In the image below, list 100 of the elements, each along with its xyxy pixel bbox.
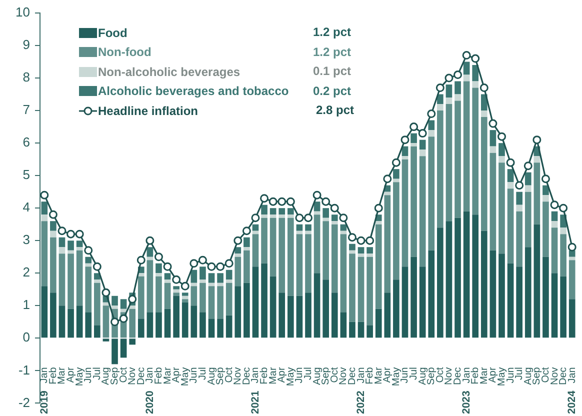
bar <box>305 234 312 293</box>
bar <box>366 256 373 326</box>
bar <box>516 266 522 338</box>
x-tick-label: Jul <box>92 367 103 380</box>
bar <box>217 282 224 286</box>
x-tick-label: Mar <box>268 366 279 384</box>
bar <box>463 62 470 75</box>
bar <box>437 228 444 338</box>
bar <box>322 280 330 338</box>
bar <box>551 228 558 274</box>
bar <box>112 338 118 364</box>
annotation: 1.2 pct <box>313 44 352 60</box>
bar <box>217 286 224 319</box>
bar <box>68 240 74 250</box>
bar <box>358 256 364 322</box>
bar <box>516 192 522 205</box>
y-tick-label: 8 <box>22 70 30 85</box>
y-tick-label: 7 <box>22 102 30 118</box>
bar <box>542 195 549 202</box>
bar <box>234 256 242 286</box>
legend-label: Non-alcoholic beverages <box>98 64 240 79</box>
x-tick-label: Aug <box>206 367 218 385</box>
bar <box>305 230 312 234</box>
bar <box>498 254 505 338</box>
bar <box>102 338 110 342</box>
x-tick-label: Dec <box>241 367 252 385</box>
bar <box>58 306 66 338</box>
bar <box>358 254 364 257</box>
bar <box>200 266 206 280</box>
bar <box>322 208 330 218</box>
x-tick-label: Oct <box>540 366 552 383</box>
x-tick-label: Sep <box>532 366 543 385</box>
bar <box>305 224 312 231</box>
x-tick-label: Apr <box>382 366 394 383</box>
bar <box>287 218 294 296</box>
x-tick-label: Apr <box>66 366 77 383</box>
x-tick-label: Jul <box>197 367 208 380</box>
bar <box>568 299 576 338</box>
bar <box>208 286 215 319</box>
annotation: 2020 <box>144 390 156 414</box>
bar <box>200 312 206 338</box>
bar <box>270 214 276 218</box>
bar <box>542 256 549 338</box>
x-tick-label: Mar <box>373 366 384 384</box>
bar <box>384 195 391 293</box>
y-tick-label: 5 <box>22 167 30 182</box>
bar <box>182 302 188 338</box>
bar <box>490 146 496 153</box>
bar <box>516 204 522 212</box>
bar <box>41 221 48 286</box>
x-tick-label: Aug <box>100 367 112 385</box>
bar <box>428 250 435 338</box>
bar <box>375 224 382 309</box>
annotation: 2024 <box>566 390 578 414</box>
bar <box>472 214 479 338</box>
x-tick-label: Jul <box>514 367 526 380</box>
bar <box>340 312 347 338</box>
bar <box>226 270 232 280</box>
x-tick-label: Aug <box>417 367 428 385</box>
x-tick-label: Sep <box>426 366 438 385</box>
annotation: 2022 <box>354 390 367 414</box>
bar <box>568 256 576 260</box>
bar <box>454 218 461 338</box>
bar <box>244 247 250 250</box>
x-tick-label: Oct <box>329 366 340 383</box>
bar <box>375 308 382 338</box>
bar <box>524 247 532 338</box>
bar <box>146 312 154 338</box>
x-tick-label: Aug <box>522 367 534 385</box>
bar <box>182 292 188 296</box>
bar <box>419 266 426 338</box>
bar <box>402 266 408 338</box>
bar <box>454 94 461 101</box>
bar <box>472 88 479 215</box>
bar <box>542 185 549 196</box>
bar <box>94 280 100 283</box>
bar <box>94 282 100 326</box>
bar <box>296 234 303 296</box>
y-tick-label: -1 <box>18 362 30 378</box>
x-tick-label: Dec <box>452 367 464 385</box>
bar <box>428 120 435 130</box>
legend-label: Food <box>98 26 128 40</box>
bar <box>138 318 144 338</box>
bar <box>524 172 532 186</box>
x-tick-label: Jul <box>303 367 314 380</box>
bar <box>314 202 320 212</box>
x-tick-label: May <box>496 367 508 386</box>
bar <box>498 143 505 156</box>
bar <box>551 273 558 338</box>
bar <box>112 306 118 309</box>
bar <box>190 306 198 338</box>
x-tick-label: Dec <box>136 367 147 385</box>
bar <box>112 296 118 306</box>
bar <box>234 254 242 257</box>
bar <box>58 254 66 306</box>
bar <box>85 266 92 312</box>
bar <box>41 286 48 338</box>
bar <box>349 250 356 254</box>
bar <box>226 282 232 316</box>
bar <box>173 289 180 293</box>
